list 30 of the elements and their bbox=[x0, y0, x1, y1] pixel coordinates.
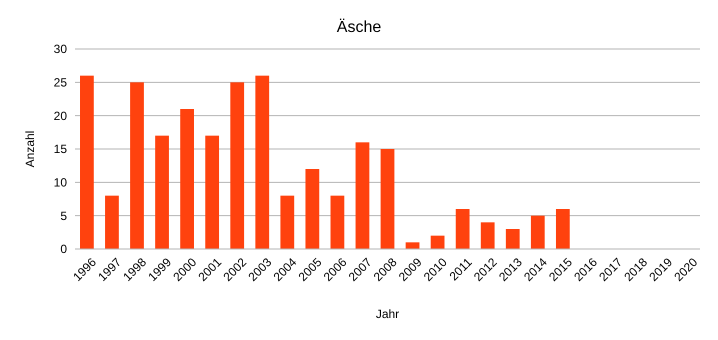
x-axis-title: Jahr bbox=[376, 307, 400, 321]
bar bbox=[130, 82, 144, 249]
bar bbox=[305, 169, 320, 249]
chart-title: Äsche bbox=[336, 18, 382, 36]
bar bbox=[406, 242, 420, 249]
bar bbox=[80, 76, 94, 249]
y-tick-label: 10 bbox=[54, 176, 68, 190]
bar bbox=[205, 136, 220, 249]
bar bbox=[356, 142, 370, 249]
y-tick-label: 30 bbox=[54, 42, 68, 56]
bar bbox=[456, 209, 470, 249]
bar bbox=[230, 82, 244, 249]
bar bbox=[330, 196, 344, 249]
y-tick-label: 0 bbox=[60, 242, 68, 256]
y-tick-label: 20 bbox=[54, 108, 68, 123]
y-tick-label: 25 bbox=[54, 76, 68, 90]
bar bbox=[480, 222, 495, 249]
bar bbox=[380, 149, 394, 249]
bar bbox=[556, 209, 570, 249]
y-axis-title: Anzahl bbox=[23, 130, 37, 168]
bar bbox=[280, 196, 294, 249]
bar bbox=[530, 216, 545, 249]
bar bbox=[506, 229, 520, 249]
bar bbox=[155, 136, 169, 249]
y-tick-label: 15 bbox=[54, 142, 68, 156]
bar bbox=[105, 196, 119, 249]
bar bbox=[255, 76, 270, 249]
y-tick-label: 5 bbox=[60, 208, 68, 223]
bar bbox=[180, 109, 194, 249]
bar bbox=[430, 236, 444, 249]
